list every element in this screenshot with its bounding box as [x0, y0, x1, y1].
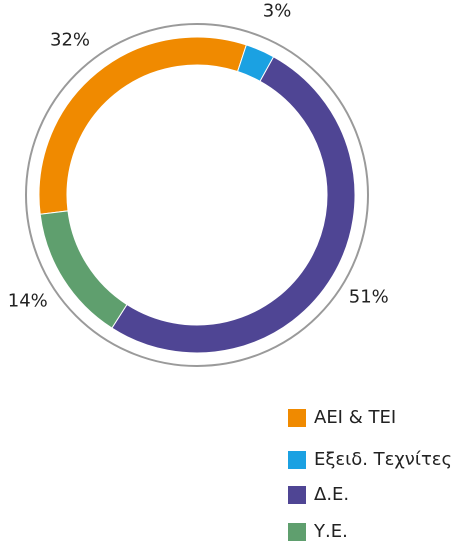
- legend-swatch: [288, 486, 306, 504]
- legend-swatch: [288, 451, 306, 469]
- data-label: 51%: [349, 286, 389, 307]
- donut-segment: [38, 36, 247, 215]
- legend-swatch: [288, 523, 306, 541]
- donut-segment: [111, 56, 356, 354]
- legend-label: ΑΕΙ & ΤΕΙ: [314, 407, 396, 428]
- data-label: 3%: [263, 1, 292, 22]
- legend-label: Δ.Ε.: [314, 484, 349, 505]
- data-label: 14%: [8, 291, 48, 312]
- data-label: 32%: [50, 29, 90, 50]
- legend-label: Εξειδ. Τεχνίτες: [314, 449, 452, 470]
- outer-ring: [25, 23, 369, 367]
- legend-swatch: [288, 409, 306, 427]
- donut-segment: [39, 210, 128, 329]
- legend-label: Υ.Ε.: [313, 521, 348, 542]
